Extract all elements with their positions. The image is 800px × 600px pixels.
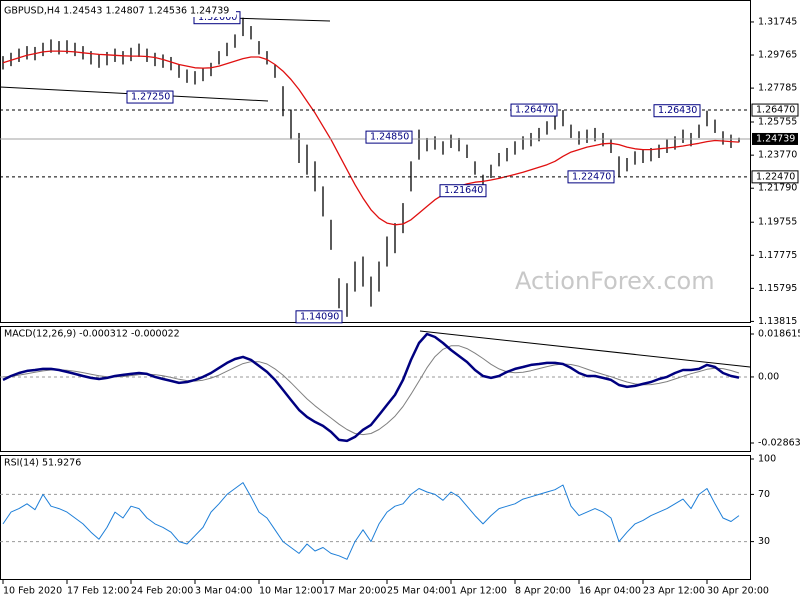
annotation-box <box>295 310 343 324</box>
annotation: 1.24850 <box>370 132 409 143</box>
annotation-box <box>510 103 558 117</box>
annotation-box <box>567 170 615 184</box>
moving-average <box>2 50 740 226</box>
annotation: 1.21640 <box>444 185 483 196</box>
level-label: 1.22470 <box>756 171 795 182</box>
annotation: 1.32000 <box>198 12 237 23</box>
x-tick-label: 1 Apr 12:00 <box>451 586 507 597</box>
x-tick-label: 10 Mar 12:00 <box>259 586 322 597</box>
watermark: ActionForex.com <box>515 267 715 295</box>
rsi-title: RSI(14) 51.9276 <box>4 458 81 469</box>
macd-frame <box>0 326 751 452</box>
annotation: 1.26430 <box>658 105 697 116</box>
level-label: 1.26470 <box>756 105 795 116</box>
macd-title: MACD(12,26,9) -0.000312 -0.000022 <box>4 329 180 340</box>
y-tick-label: 70 <box>758 489 770 500</box>
y-tick-label: 0.00 <box>758 371 779 382</box>
annotation: 1.22470 <box>572 171 611 182</box>
annotation-box <box>126 90 174 104</box>
rsi-frame <box>0 455 751 580</box>
x-tick-label: 3 Mar 04:00 <box>195 586 252 597</box>
level-label-box <box>751 103 799 117</box>
rsi-line <box>2 482 740 560</box>
x-tick-label: 8 Apr 20:00 <box>515 586 571 597</box>
y-tick-label: 1.31745 <box>758 16 797 27</box>
annotation-box <box>653 104 701 118</box>
x-tick-label: 25 Mar 04:00 <box>387 586 450 597</box>
x-tick-label: 10 Feb 2020 <box>3 586 62 597</box>
x-tick-label: 17 Feb 12:00 <box>67 586 129 597</box>
last-price-label: 1.24739 <box>756 133 795 144</box>
title-bg <box>2 4 236 17</box>
y-tick-label: 30 <box>758 536 770 547</box>
y-tick-label: 1.19755 <box>758 217 797 228</box>
y-tick-label: 1.21790 <box>758 183 797 194</box>
price-frame <box>0 0 751 323</box>
signal-line <box>2 345 740 436</box>
x-tick-label: 23 Apr 12:00 <box>643 586 705 597</box>
y-tick-label: 1.13815 <box>758 316 797 327</box>
y-tick-label: 0.018615 <box>758 329 800 340</box>
macd-trend-line <box>419 330 751 368</box>
y-tick-label: 1.25755 <box>758 117 797 128</box>
y-tick-label: 1.15795 <box>758 283 797 294</box>
y-tick-label: 1.27785 <box>758 83 797 94</box>
annotation-box <box>365 130 413 144</box>
y-tick-label: 1.29765 <box>758 50 797 61</box>
chart-layer: 1.31745 1.29765 1.27785 1.25755 1.23770 1.217… <box>0 11 800 597</box>
last-price-box <box>752 132 798 145</box>
annotation: 1.27250 <box>131 92 170 103</box>
x-tick-label: 17 Mar 20:00 <box>323 586 386 597</box>
x-tick-label: 16 Apr 04:00 <box>579 586 641 597</box>
y-tick-label: 1.17775 <box>758 250 797 261</box>
macd-line <box>2 332 740 443</box>
y-tick-label: 1.23770 <box>758 150 797 161</box>
y-tick-label: 100 <box>758 454 776 465</box>
annotation: 1.26470 <box>515 105 554 116</box>
chart-title: GBPUSD,H4 1.24543 1.24807 1.24536 1.2473… <box>4 6 229 17</box>
x-tick-label: 24 Feb 20:00 <box>131 586 193 597</box>
x-tick-label: 30 Apr 20:00 <box>707 586 769 597</box>
level-label-box <box>751 170 799 184</box>
annotation-box <box>439 184 487 198</box>
annotation: 1.14090 <box>300 311 339 322</box>
